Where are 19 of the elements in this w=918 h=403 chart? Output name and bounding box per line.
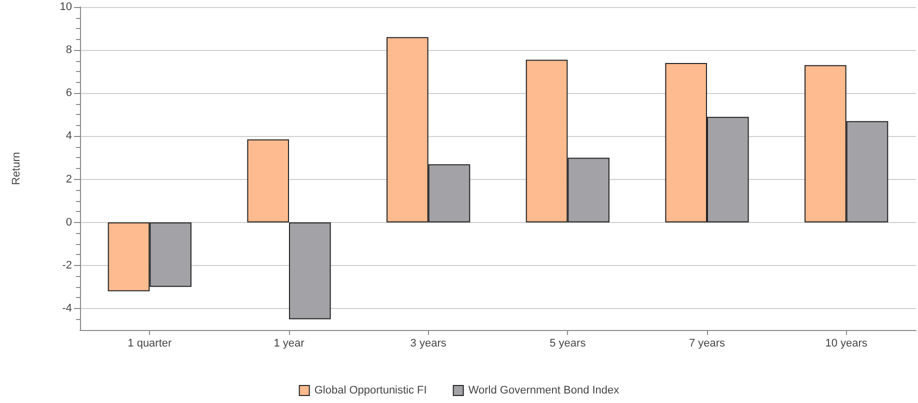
x-tick-label: 5 years [550, 338, 586, 350]
y-tick-label: 0 [66, 216, 72, 228]
y-tick-label: 6 [66, 87, 72, 100]
x-tick-label: 7 years [688, 338, 726, 350]
x-tick-label: 1 quarter [128, 338, 172, 350]
y-tick-label: 4 [66, 130, 72, 142]
legend-label: Global Opportunistic FI [314, 384, 427, 396]
y-tick-label: -2 [62, 259, 72, 272]
y-axis-title: Return [10, 152, 22, 186]
y-tick-label: 2 [66, 173, 72, 186]
y-tick-label: 10 [60, 1, 72, 13]
y-tick-label: -4 [62, 302, 72, 314]
bar [247, 139, 289, 222]
y-tick-label: 8 [66, 44, 72, 56]
x-tick-label: 3 years [410, 338, 447, 350]
x-tick-label: 10 years [825, 338, 868, 350]
legend-label: World Government Bond Index [468, 384, 620, 396]
bar [289, 222, 331, 320]
x-tick-label: 1 year [274, 338, 305, 350]
